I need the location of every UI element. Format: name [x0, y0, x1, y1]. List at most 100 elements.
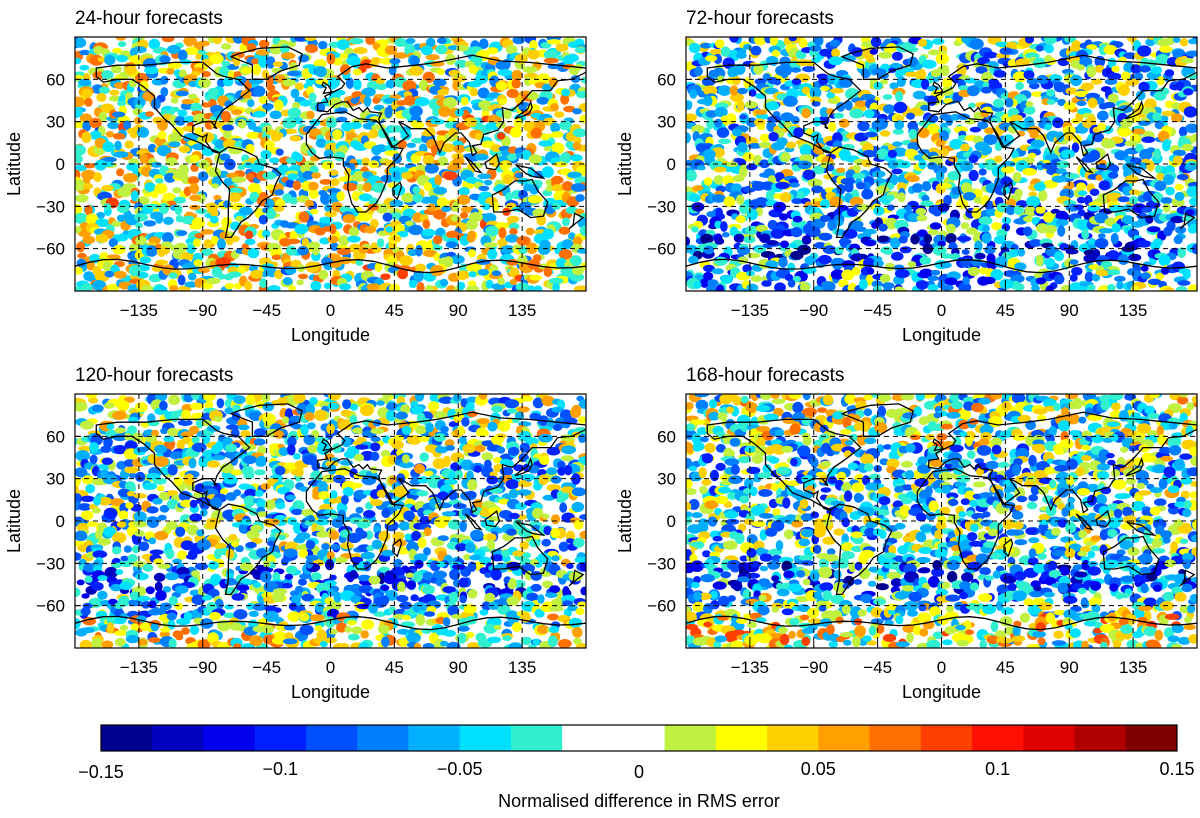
coastline [305, 111, 404, 213]
heatmap-cell [154, 183, 168, 195]
heatmap-cell [81, 88, 92, 99]
heatmap-cell [135, 222, 143, 229]
heatmap-cell [112, 133, 126, 140]
heatmap-cell [412, 186, 421, 194]
heatmap-cell [125, 92, 133, 100]
heatmap-cell [1181, 57, 1194, 64]
heatmap-cell [916, 214, 928, 222]
heatmap-cell [242, 455, 257, 465]
heatmap-cell [269, 110, 282, 120]
heatmap-cell [124, 466, 139, 474]
heatmap-cell [416, 490, 429, 497]
heatmap-cell [177, 49, 188, 61]
heatmap-cell [759, 159, 770, 169]
heatmap-cell [735, 215, 747, 224]
heatmap-cell [844, 181, 854, 193]
heatmap-cell [404, 533, 413, 541]
heatmap-cell [405, 220, 414, 227]
heatmap-cell [1044, 123, 1052, 131]
heatmap-cell [75, 96, 85, 108]
heatmap-cell [1076, 64, 1085, 71]
heatmap-cell [112, 47, 122, 54]
heatmap-cell [258, 95, 268, 104]
heatmap-cell [1154, 164, 1163, 174]
coastline [568, 212, 585, 230]
heatmap-cell [483, 242, 498, 248]
coastline [214, 146, 282, 239]
heatmap-cell [891, 251, 904, 261]
heatmap-cell [541, 395, 555, 407]
heatmap-cell [841, 269, 855, 281]
heatmap-cell [814, 242, 827, 249]
heatmap-cell [942, 77, 953, 89]
x-axis-label: Longitude [902, 325, 981, 345]
heatmap-cell [190, 394, 202, 400]
heatmap-cell [291, 508, 303, 516]
heatmap-cell [91, 404, 104, 412]
heatmap-cell [376, 489, 387, 498]
heatmap-cell [1176, 174, 1189, 181]
heatmap-cell [134, 213, 149, 222]
heatmap-cell [421, 228, 436, 237]
heatmap-cell [436, 68, 445, 76]
heatmap-cell [197, 40, 210, 47]
heatmap-cell [349, 38, 364, 45]
heatmap-cell [324, 204, 333, 212]
heatmap-cell [789, 182, 800, 188]
heatmap-cell [147, 143, 157, 153]
heatmap-cell [689, 193, 701, 203]
heatmap-cell [792, 215, 803, 223]
heatmap-cell [982, 145, 993, 155]
heatmap-cell [818, 74, 829, 86]
heatmap-cell [1161, 110, 1176, 117]
heatmap-cell [194, 127, 203, 137]
heatmap-cell [237, 424, 250, 431]
heatmap-cell [348, 226, 360, 237]
heatmap-cell [819, 215, 831, 222]
heatmap-cell [503, 109, 512, 120]
heatmap-cell [919, 256, 932, 265]
heatmap-cell [1107, 284, 1116, 291]
heatmap-cell [394, 434, 404, 442]
heatmap-cell [244, 238, 256, 246]
heatmap-cell [895, 115, 905, 122]
heatmap-cell [495, 222, 509, 230]
heatmap-cell [161, 37, 175, 43]
heatmap-cell [704, 177, 713, 186]
heatmap-cell [1104, 78, 1118, 85]
heatmap-cell [739, 114, 748, 120]
heatmap-cell [940, 284, 954, 291]
heatmap-cell [974, 240, 983, 252]
heatmap-cell [474, 153, 489, 161]
heatmap-cell [274, 189, 285, 196]
heatmap-cell [316, 531, 330, 538]
heatmap-cell [538, 244, 551, 255]
heatmap-cell [505, 45, 518, 55]
heatmap-cell [1025, 101, 1034, 108]
heatmap-cell [769, 37, 779, 46]
heatmap-cell [711, 194, 726, 203]
heatmap-cell [445, 241, 458, 249]
heatmap-cell [213, 194, 222, 201]
heatmap-cell [1056, 168, 1067, 175]
heatmap-cell [1139, 148, 1153, 161]
heatmap-cell [243, 495, 257, 507]
heatmap-cell [403, 95, 416, 106]
heatmap-cell [928, 49, 940, 56]
heatmap-cell [254, 489, 264, 497]
heatmap-cell [259, 278, 268, 289]
coastline [491, 178, 549, 219]
heatmap-cell [165, 157, 178, 167]
heatmap-cell [300, 424, 309, 436]
heatmap-cell [156, 485, 165, 492]
heatmap-cell [760, 181, 775, 191]
heatmap-cell [109, 89, 120, 96]
coastlines [686, 46, 1197, 274]
heatmap-cell [424, 470, 434, 476]
heatmap-cell [194, 278, 204, 288]
heatmap-cell [112, 433, 128, 442]
heatmap-cell [196, 529, 205, 537]
heatmap-cell [834, 246, 844, 255]
heatmap-cell [895, 91, 904, 102]
